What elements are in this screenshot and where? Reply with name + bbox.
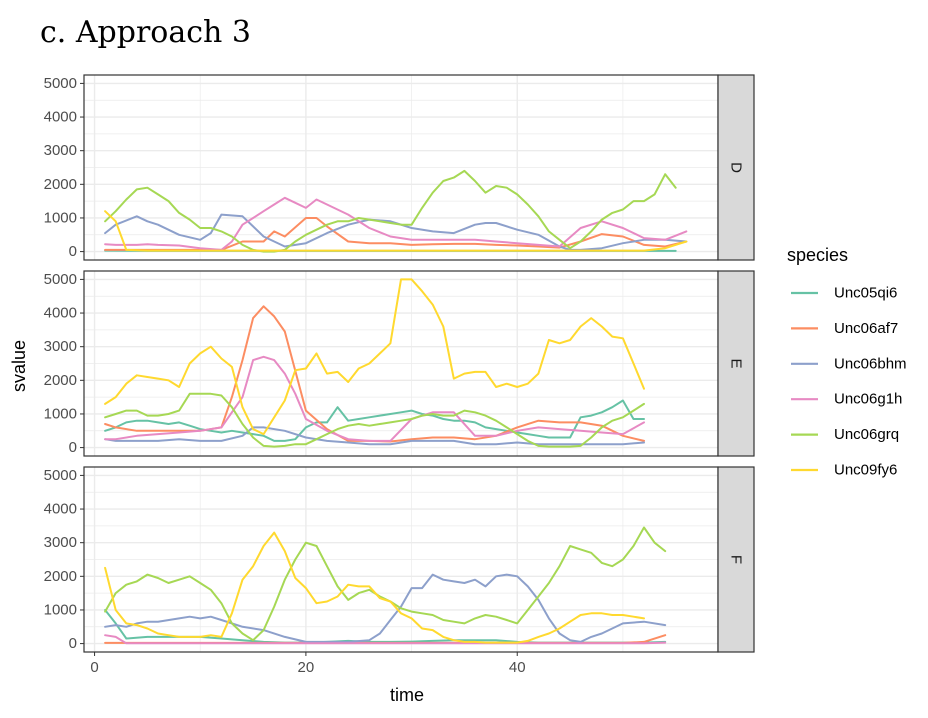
legend-label-Unc06grq: Unc06grq xyxy=(834,426,899,443)
x-axis-title: time xyxy=(390,685,424,705)
y-tick-label: 3000 xyxy=(44,142,77,159)
x-tick-label: 20 xyxy=(298,659,315,676)
series-line-Unc05qi6-E xyxy=(104,399,645,442)
legend: species Unc05qi6 Unc06af7 Unc06bhm Unc06g1h… xyxy=(787,245,907,479)
y-tick-label: 3000 xyxy=(44,534,77,551)
facet-strip xyxy=(717,466,755,653)
series-line-Unc09fy6-D xyxy=(104,210,688,252)
y-axis-title: svalue xyxy=(9,340,29,392)
y-tick-label: 0 xyxy=(69,635,77,652)
y-tick-label: 4000 xyxy=(44,501,77,518)
y-tick-label: 0 xyxy=(69,243,77,260)
chart-title: c. Approach 3 xyxy=(40,15,251,50)
y-tick-label: 4000 xyxy=(44,305,77,322)
series-line-Unc06bhm-E xyxy=(104,426,645,446)
legend-label-Unc06g1h: Unc06g1h xyxy=(834,391,902,408)
series-line-Unc06grq-E xyxy=(104,392,645,448)
legend-title: species xyxy=(787,245,848,265)
y-tick-label: 5000 xyxy=(44,467,77,484)
legend-label-Unc06af7: Unc06af7 xyxy=(834,320,898,337)
series-line-Unc09fy6-F xyxy=(104,531,645,644)
facet-strip-label: F xyxy=(728,555,745,564)
series-line-Unc09fy6-E xyxy=(104,278,645,436)
series-line-Unc06af7-D xyxy=(104,217,688,251)
y-tick-label: 2000 xyxy=(44,568,77,585)
facet-strip xyxy=(717,74,755,261)
y-tick-label: 1000 xyxy=(44,209,77,226)
y-tick-label: 3000 xyxy=(44,338,77,355)
x-tick-label: 40 xyxy=(509,659,526,676)
facet-panel-D: D 0 1000 2000 3000 4000 5000 xyxy=(44,74,755,261)
facet-panel-F: F 0 1000 2000 3000 4000 5000 xyxy=(44,466,755,653)
legend-label-Unc09fy6: Unc09fy6 xyxy=(834,462,897,479)
legend-label-Unc06bhm: Unc06bhm xyxy=(834,355,907,372)
y-tick-label: 5000 xyxy=(44,271,77,288)
series-line-Unc06g1h-D xyxy=(104,196,688,251)
facet-strip-label: D xyxy=(728,162,745,173)
legend-label-Unc05qi6: Unc05qi6 xyxy=(834,285,897,302)
y-tick-label: 2000 xyxy=(44,176,77,193)
y-tick-label: 0 xyxy=(69,439,77,456)
series-line-Unc06g1h-F xyxy=(104,634,667,645)
facet-strip-label: E xyxy=(728,358,745,368)
y-tick-label: 4000 xyxy=(44,109,77,126)
series-line-Unc06g1h-E xyxy=(104,355,645,442)
y-tick-label: 2000 xyxy=(44,372,77,389)
series-line-Unc06bhm-F xyxy=(104,573,667,643)
y-tick-label: 5000 xyxy=(44,75,77,92)
y-tick-label: 1000 xyxy=(44,405,77,422)
y-tick-label: 1000 xyxy=(44,601,77,618)
facet-strip xyxy=(717,270,755,457)
series-line-Unc06grq-D xyxy=(104,169,677,253)
x-tick-label: 0 xyxy=(90,659,98,676)
facet-panels: D010002000300040005000E01000200030004000… xyxy=(44,74,755,676)
facet-panel-E: E 0 1000 2000 3000 4000 5000 xyxy=(44,270,755,457)
